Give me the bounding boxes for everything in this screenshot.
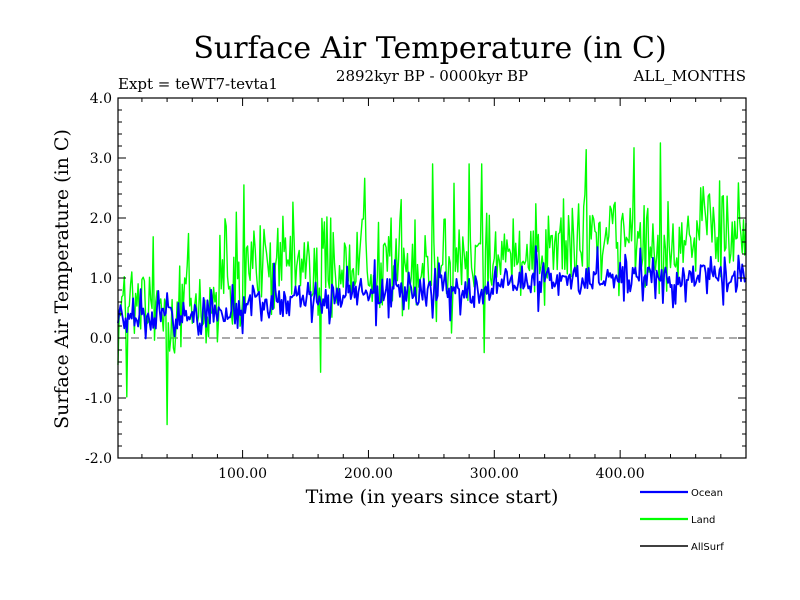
legend-label-allsurf: AllSurf: [691, 542, 724, 553]
y-tick-label: 2.0: [90, 211, 112, 227]
y-tick-label: 1.0: [90, 271, 112, 287]
plot-area: [117, 142, 747, 426]
y-tick-label: -2.0: [85, 451, 112, 467]
x-axis-label: Time (in years since start): [306, 486, 559, 508]
legend-label-land: Land: [691, 515, 715, 526]
ocean-series-line: [117, 245, 747, 340]
x-tick-label: 300.00: [470, 466, 519, 482]
experiment-label: Expt = teWT7-tevta1: [118, 75, 278, 93]
y-axis-label: Surface Air Temperature (in C): [51, 129, 73, 429]
time-range-label: 2892kyr BP - 0000kyr BP: [336, 67, 528, 85]
y-tick-label: 3.0: [90, 151, 112, 167]
chart-title: Surface Air Temperature (in C): [193, 31, 666, 66]
axes: -2.0 -1.0 0.0 1.0 2.0 3.0 4.0 100.00 200.00 300.0…: [85, 91, 747, 482]
y-tick-label: 0.0: [90, 331, 112, 347]
legend-label-ocean: Ocean: [691, 488, 723, 499]
y-tick-label: 4.0: [90, 91, 112, 107]
x-tick-label: 200.00: [344, 466, 393, 482]
land-series-line: [117, 142, 747, 426]
x-tick-label: 100.00: [218, 466, 267, 482]
legend: Ocean Land AllSurf: [640, 488, 724, 553]
y-tick-label: -1.0: [85, 391, 112, 407]
months-label: ALL_MONTHS: [633, 67, 746, 85]
x-tick-label: 400.00: [596, 466, 645, 482]
